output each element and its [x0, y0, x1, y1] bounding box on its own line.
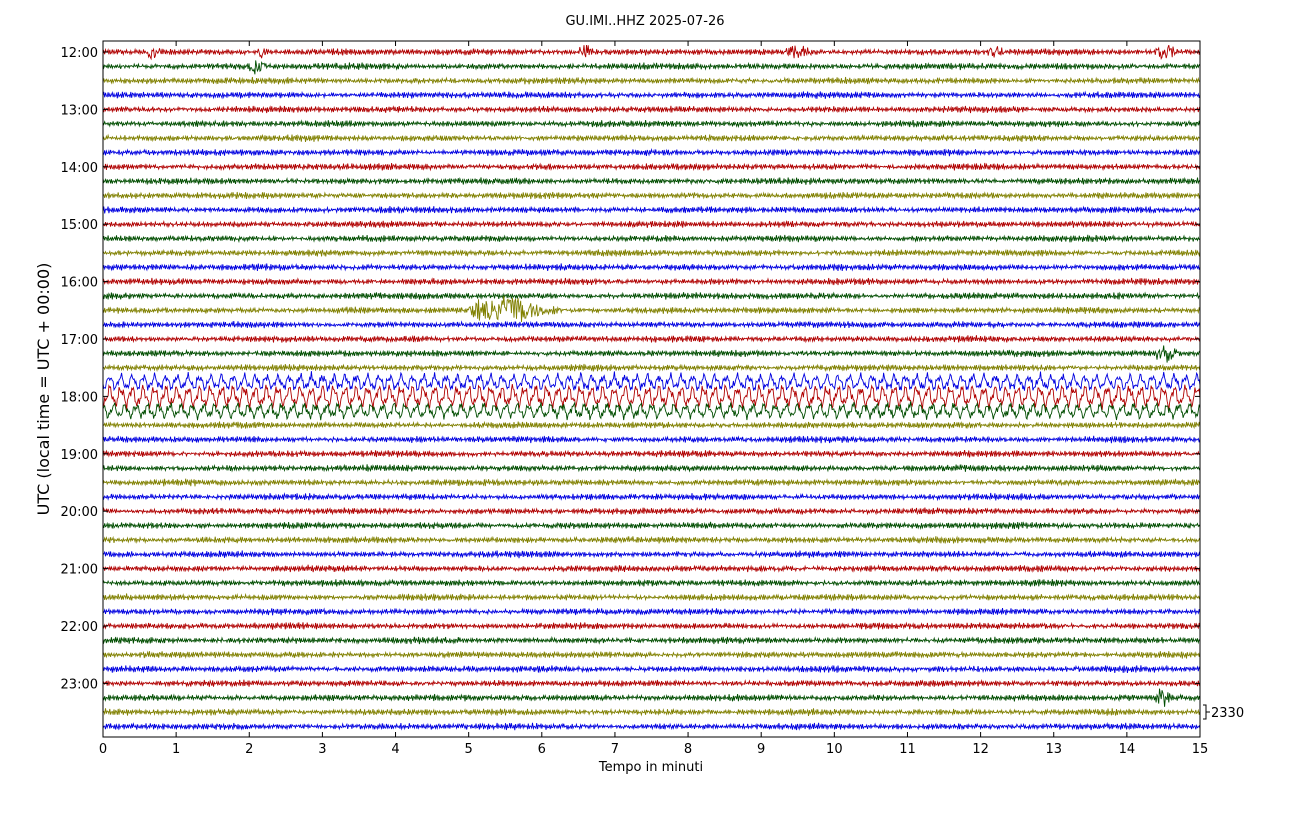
trace-line	[102, 277, 1201, 286]
y-tick-label: 23:00	[61, 677, 98, 692]
x-tick-label: 8	[684, 742, 692, 757]
trace-line	[102, 401, 1201, 421]
x-tick-label: 6	[538, 742, 546, 757]
y-axis: 12:00 13:00 14:00 15:00 16:00 17:00 18:00 19:00…	[61, 46, 1200, 692]
x-tick-label: 2	[245, 742, 253, 757]
x-tick-label: 14	[1119, 742, 1136, 757]
trace-line	[102, 320, 1201, 330]
trace-line	[102, 549, 1201, 559]
trace-line	[102, 119, 1201, 129]
trace-line	[102, 621, 1201, 631]
y-tick-label: 17:00	[61, 333, 98, 348]
trace-line	[102, 295, 1201, 323]
x-tick-label: 13	[1045, 742, 1062, 757]
x-tick-label: 12	[972, 742, 989, 757]
trace-line	[102, 578, 1201, 588]
trace-line	[103, 420, 1201, 430]
y-tick-label: 12:00	[61, 46, 98, 61]
trace-line	[102, 334, 1201, 344]
trace-line	[102, 234, 1201, 244]
x-axis: 0 1 2 3 4 5 6 7 8 9 10 11 12 13 14 15	[99, 41, 1208, 757]
y-tick-label: 16:00	[61, 276, 98, 291]
trace-line	[102, 635, 1201, 645]
x-tick-label: 15	[1192, 742, 1209, 757]
plot-frame	[102, 40, 1201, 738]
trace-line	[102, 363, 1201, 373]
trace-line	[102, 478, 1201, 487]
x-tick-label: 3	[318, 742, 326, 757]
trace-area	[102, 44, 1201, 731]
x-tick-label: 9	[757, 742, 765, 757]
trace-line	[102, 688, 1201, 707]
trace-line	[102, 564, 1201, 574]
chart-title: GU.IMI..HHZ 2025-07-26	[565, 14, 724, 29]
trace-line	[102, 76, 1201, 86]
trace-line	[102, 383, 1201, 411]
trace-line	[102, 248, 1201, 258]
y-tick-label: 19:00	[61, 448, 98, 463]
trace-line	[102, 463, 1201, 473]
trace-line	[102, 678, 1201, 688]
trace-line	[102, 219, 1201, 229]
trace-line	[102, 506, 1201, 516]
trace-line	[102, 492, 1201, 502]
y-tick-label: 20:00	[61, 505, 98, 520]
x-tick-label: 4	[391, 742, 399, 757]
trace-line	[102, 191, 1201, 200]
y-axis-label: UTC (local time = UTC + 00:00)	[34, 263, 53, 516]
trace-line	[102, 650, 1201, 659]
trace-line	[102, 105, 1201, 114]
trace-line	[102, 176, 1201, 186]
y-tick-label: 21:00	[61, 563, 98, 578]
x-tick-label: 10	[826, 742, 843, 757]
y-tick-label: 18:00	[61, 390, 98, 405]
trace-line	[102, 90, 1201, 100]
trace-line	[102, 133, 1201, 143]
scale-label: 2330	[1211, 706, 1244, 721]
x-axis-label: Tempo in minuti	[598, 760, 703, 775]
y-tick-label: 14:00	[61, 161, 98, 176]
x-tick-label: 0	[99, 742, 107, 757]
x-tick-label: 5	[465, 742, 473, 757]
scale-bar: 2330	[1203, 704, 1244, 721]
trace-line	[102, 291, 1201, 301]
trace-line	[102, 162, 1201, 172]
trace-line	[102, 44, 1201, 61]
y-tick-label: 13:00	[61, 103, 98, 118]
x-tick-label: 7	[611, 742, 619, 757]
y-tick-label: 15:00	[61, 218, 98, 233]
trace-line	[102, 521, 1201, 530]
trace-line	[102, 435, 1201, 444]
trace-line	[102, 147, 1201, 157]
x-tick-label: 11	[899, 742, 916, 757]
trace-line	[102, 592, 1201, 602]
y-tick-label: 22:00	[61, 620, 98, 635]
trace-line	[102, 535, 1201, 545]
trace-line	[102, 60, 1201, 75]
trace-line	[102, 664, 1201, 674]
trace-line	[102, 262, 1201, 272]
trace-line	[102, 607, 1201, 616]
x-tick-label: 1	[172, 742, 180, 757]
trace-line	[102, 707, 1201, 717]
trace-line	[102, 449, 1201, 459]
trace-line	[102, 345, 1201, 363]
trace-line	[102, 721, 1201, 731]
trace-line	[102, 371, 1201, 392]
trace-line	[102, 205, 1201, 215]
